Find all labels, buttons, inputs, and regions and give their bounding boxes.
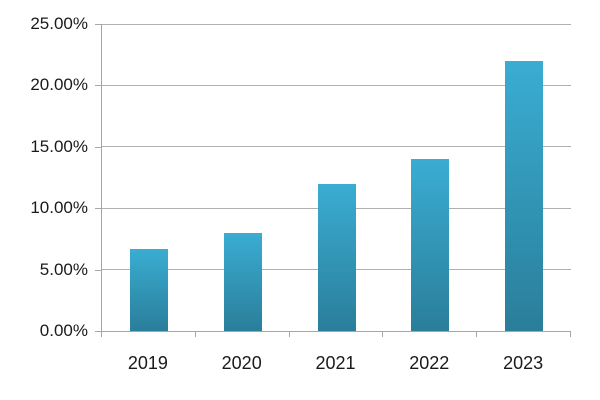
x-axis-tick-label: 2021: [315, 353, 356, 373]
y-axis-tick-label: 15.00%: [30, 136, 88, 156]
x-axis-tick-mark: [570, 332, 571, 337]
y-axis-tick-label: 5.00%: [39, 259, 88, 279]
x-axis-tick-label: 2022: [409, 353, 450, 373]
gridline: [102, 146, 571, 147]
plot-area: [101, 24, 571, 332]
bar-2020: [224, 233, 262, 331]
y-axis-tick-mark: [95, 208, 101, 209]
bar-2023: [505, 61, 543, 331]
bar-2019: [130, 249, 168, 331]
bar-2021: [318, 184, 356, 331]
x-axis-tick-label: 2023: [503, 353, 544, 373]
y-axis-tick-mark: [95, 24, 101, 25]
y-axis-tick-label: 25.00%: [30, 14, 88, 33]
y-axis-tick-label: 0.00%: [39, 321, 88, 340]
x-axis-tick-mark: [289, 332, 290, 337]
x-axis-tick-mark: [476, 332, 477, 337]
gridline: [102, 85, 571, 86]
x-axis-tick-mark: [382, 332, 383, 337]
x-axis-tick-mark: [195, 332, 196, 337]
y-axis-tick-mark: [95, 331, 101, 332]
x-axis-tick-label: 2019: [127, 353, 168, 373]
y-axis-tick-mark: [95, 147, 101, 148]
x-axis-tick-mark: [101, 332, 102, 337]
gridline: [102, 24, 571, 25]
y-axis-tick-label: 10.00%: [30, 198, 88, 218]
y-axis-tick-label: 20.00%: [30, 75, 88, 95]
y-axis-tick-mark: [95, 85, 101, 86]
y-axis-tick-mark: [95, 270, 101, 271]
bar-2022: [411, 159, 449, 331]
x-axis-tick-label: 2020: [221, 353, 262, 373]
